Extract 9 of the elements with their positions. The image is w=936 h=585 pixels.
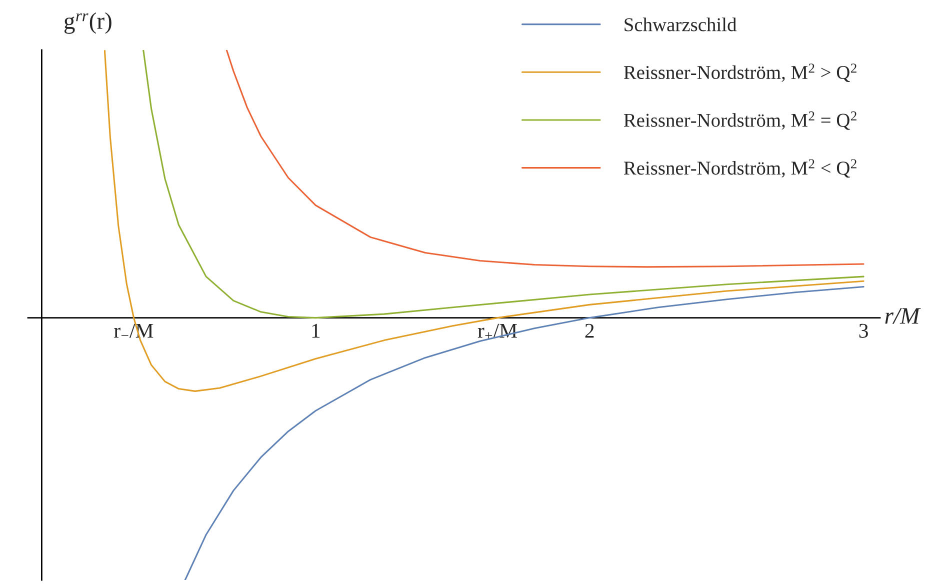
legend-label: Reissner-Nordström, M$^{2}$ = Q$^{2}$ bbox=[624, 111, 856, 130]
y-axis-title: g$^{rr}$(r) bbox=[64, 12, 112, 34]
x-axis-title: r/M bbox=[885, 308, 921, 324]
legend-label: Reissner-Nordström, M$^{2}$ < Q$^{2}$ bbox=[624, 159, 856, 178]
x-tick-label: 1 bbox=[312, 324, 320, 338]
legend-label: Reissner-Nordström, M$^{2}$ > Q$^{2}$ bbox=[624, 64, 856, 82]
x-tick-label: 3 bbox=[859, 324, 868, 338]
legend-label: Schwarzschild bbox=[624, 18, 737, 32]
x-tick-label: 2 bbox=[585, 324, 594, 338]
